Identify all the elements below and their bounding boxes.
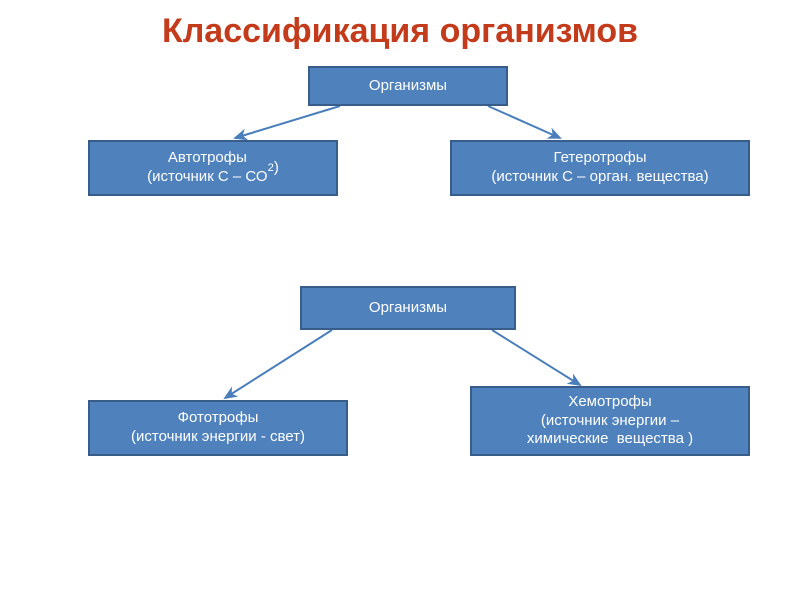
node-organisms-mid: Организмы xyxy=(300,286,516,330)
arrow-0 xyxy=(235,106,340,138)
node-organisms-top: Организмы xyxy=(308,66,508,106)
node-autotrophs: Автотрофы(источник С – СО2) xyxy=(88,140,338,196)
diagram-canvas: Классификация организмов Организмы Автот… xyxy=(0,0,800,600)
arrow-3 xyxy=(492,330,580,385)
node-chemotrophs: Хемотрофы(источник энергии –химические в… xyxy=(470,386,750,456)
node-heterotrophs: Гетеротрофы(источник С – орган. вещества… xyxy=(450,140,750,196)
arrow-2 xyxy=(225,330,332,398)
arrow-1 xyxy=(488,106,560,138)
node-phototrophs: Фототрофы(источник энергии - свет) xyxy=(88,400,348,456)
diagram-title: Классификация организмов xyxy=(0,12,800,51)
